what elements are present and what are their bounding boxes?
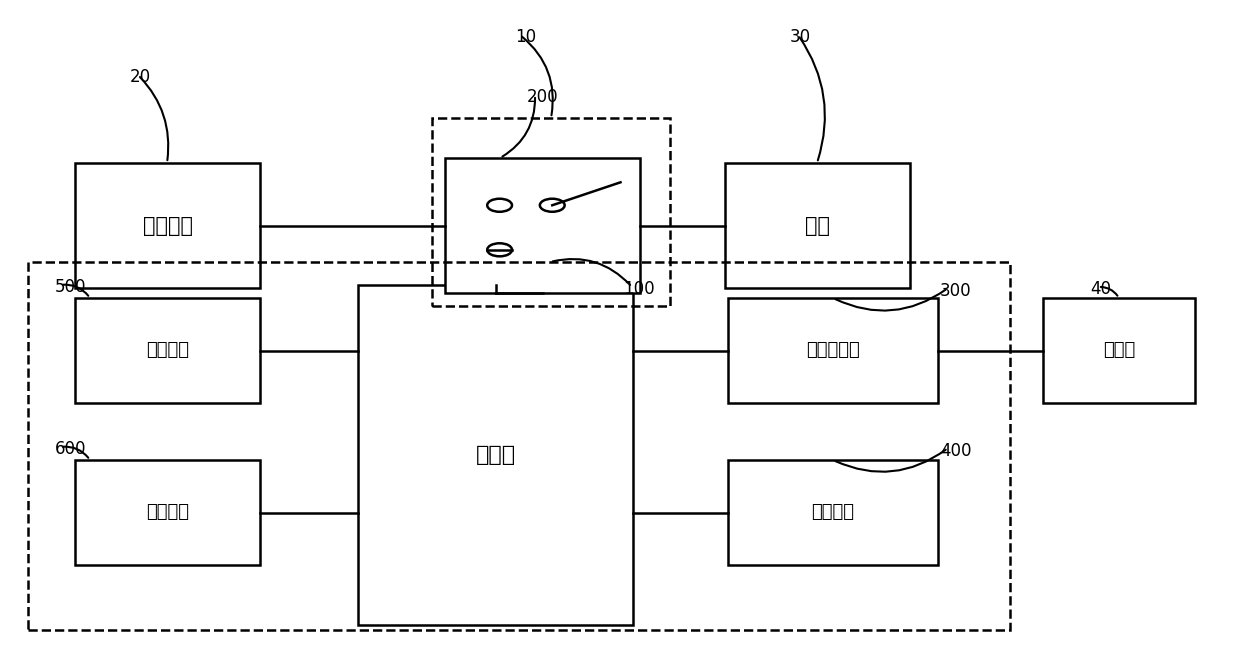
Text: 20: 20: [130, 68, 151, 86]
Bar: [74, 460, 260, 565]
Text: 40: 40: [1090, 280, 1111, 298]
Text: 显示模块: 显示模块: [146, 342, 188, 360]
Bar: [29, 262, 1011, 630]
Text: 400: 400: [940, 442, 971, 460]
Bar: [445, 158, 640, 293]
Text: 外部电源: 外部电源: [143, 215, 192, 236]
Text: 10: 10: [515, 28, 536, 46]
Bar: [725, 163, 910, 288]
Bar: [728, 460, 937, 565]
Text: 600: 600: [55, 440, 87, 458]
Bar: [358, 285, 632, 625]
Text: 转换器电路: 转换器电路: [806, 342, 859, 360]
Text: 按键电路: 按键电路: [146, 503, 188, 522]
Bar: [432, 118, 670, 306]
Bar: [728, 298, 937, 403]
Text: 300: 300: [940, 282, 972, 300]
Text: 晶振电路: 晶振电路: [811, 503, 854, 522]
Text: 200: 200: [527, 88, 559, 106]
Text: 100: 100: [622, 280, 655, 298]
Text: 试验箱: 试验箱: [1102, 342, 1135, 360]
Text: 30: 30: [790, 28, 811, 46]
Text: 主控器: 主控器: [475, 445, 516, 465]
Text: 500: 500: [55, 278, 87, 296]
Bar: [1043, 298, 1195, 403]
Bar: [74, 163, 260, 288]
Text: 负载: 负载: [805, 215, 830, 236]
Bar: [74, 298, 260, 403]
